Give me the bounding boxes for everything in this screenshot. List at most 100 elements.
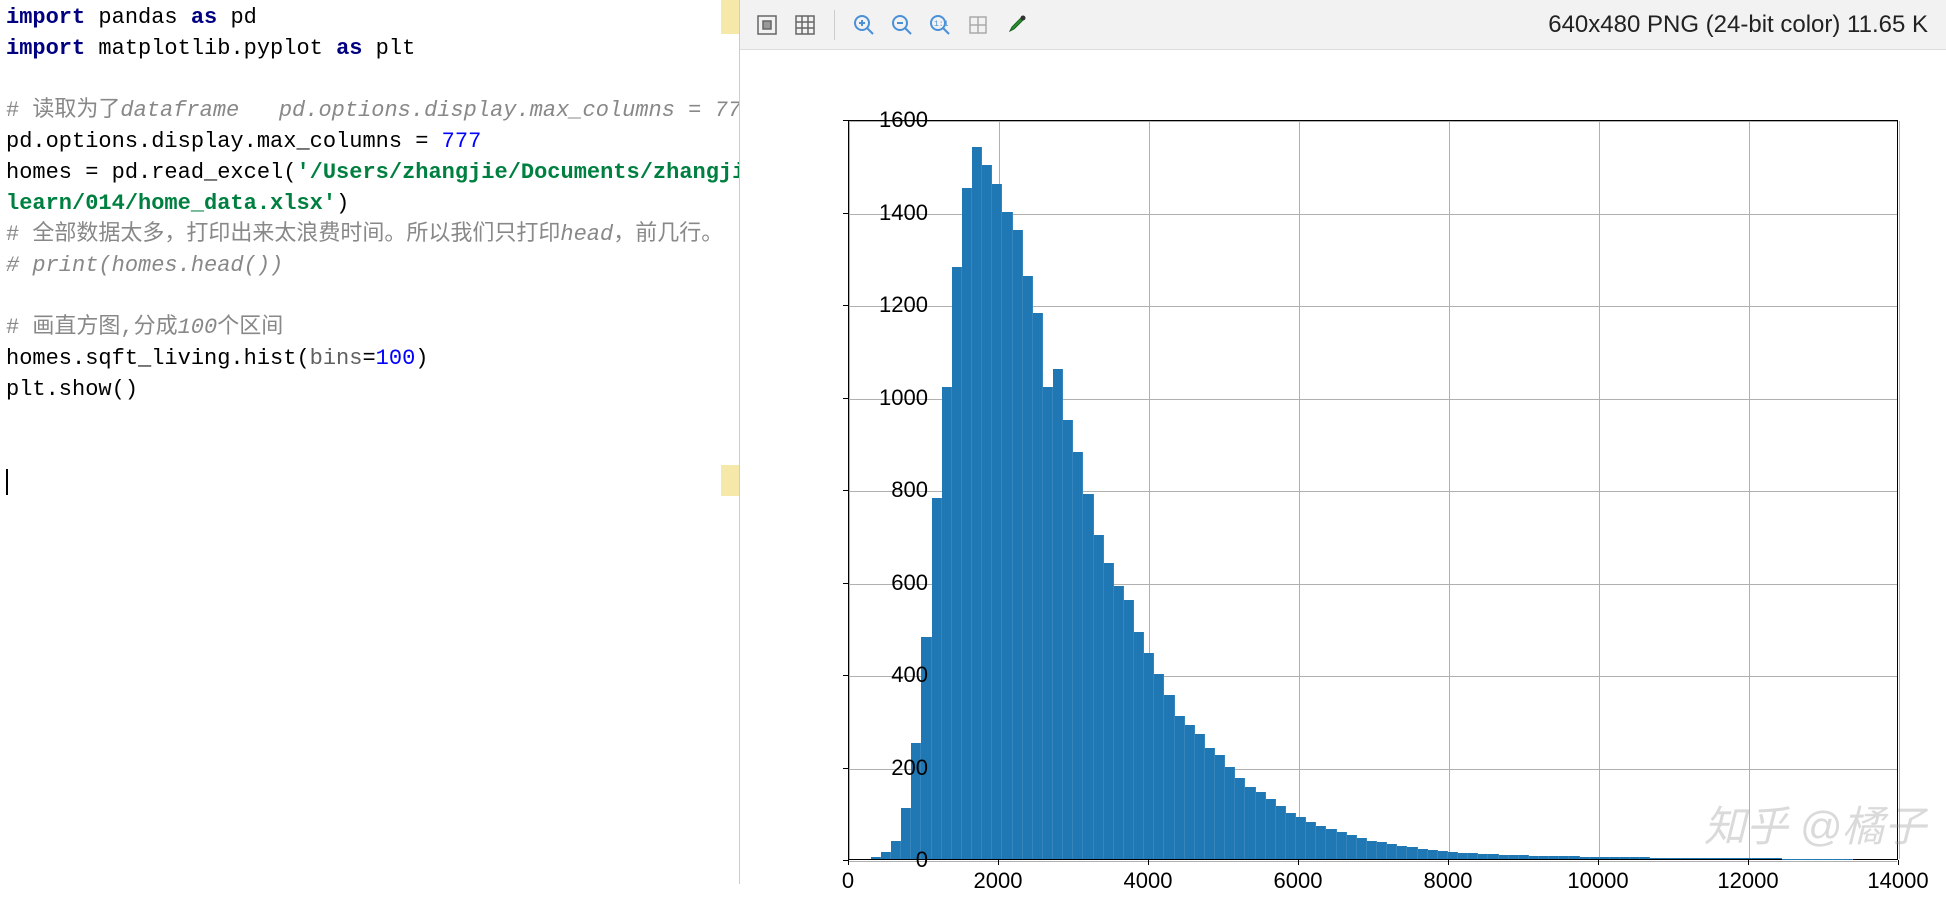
histogram-bar <box>1013 230 1023 859</box>
histogram-bar <box>1033 313 1043 859</box>
y-tick-label: 200 <box>868 755 928 781</box>
histogram-bar <box>1650 858 1660 859</box>
histogram-bar <box>1276 806 1286 859</box>
histogram-bar <box>1316 826 1326 859</box>
histogram-bar <box>1458 853 1468 859</box>
image-info-label: 640x480 PNG (24-bit color) 11.65 K <box>1548 11 1936 39</box>
code-editor-panel: import pandas as pdimport matplotlib.pyp… <box>0 0 740 884</box>
histogram-bar <box>1175 716 1185 859</box>
histogram-bar <box>1600 857 1610 859</box>
histogram-bar <box>1347 835 1357 859</box>
histogram-bar <box>1671 858 1681 859</box>
x-tick-label: 8000 <box>1424 868 1473 894</box>
histogram-bar <box>1681 858 1691 859</box>
histogram-bar <box>1225 767 1235 860</box>
histogram-bar <box>1134 632 1144 859</box>
histogram-bar <box>1337 832 1347 859</box>
histogram-bar <box>1094 535 1104 859</box>
histogram-bar <box>1124 600 1134 859</box>
histogram-bar <box>932 498 942 859</box>
histogram-bar <box>1549 856 1559 859</box>
histogram-bar <box>982 165 992 859</box>
histogram-bar <box>1539 856 1549 859</box>
y-tick-label: 600 <box>868 570 928 596</box>
x-tick-label: 14000 <box>1867 868 1928 894</box>
histogram-bar <box>962 188 972 859</box>
grid-toggle-icon[interactable] <box>961 8 995 42</box>
histogram-bar <box>1144 653 1154 859</box>
histogram-bar <box>1185 725 1195 859</box>
histogram-bar <box>1357 838 1367 859</box>
gutter-marker <box>721 0 739 34</box>
zoom-out-icon[interactable] <box>885 8 919 42</box>
gutter-marker <box>721 465 739 496</box>
y-tick-label: 1000 <box>868 385 928 411</box>
histogram-bar <box>1104 563 1114 859</box>
histogram-chart: 0200400600800100012001400160002000400060… <box>770 110 1910 900</box>
histogram-bar <box>1448 852 1458 859</box>
histogram-bar <box>992 184 1002 859</box>
y-tick-label: 1200 <box>868 292 928 318</box>
actual-size-icon[interactable] <box>788 8 822 42</box>
histogram-bar <box>1630 857 1640 859</box>
histogram-bar <box>1711 858 1721 859</box>
histogram-bar <box>1397 846 1407 859</box>
histogram-bar <box>1387 844 1397 859</box>
zoom-in-icon[interactable] <box>847 8 881 42</box>
histogram-bar <box>1306 822 1316 859</box>
code-editor[interactable]: import pandas as pdimport matplotlib.pyp… <box>0 0 739 500</box>
histogram-bar <box>1215 755 1225 859</box>
histogram-bar <box>1640 857 1650 859</box>
histogram-bar <box>1661 858 1671 859</box>
chart-axes <box>848 120 1898 860</box>
histogram-bar <box>1377 842 1387 859</box>
histogram-bar <box>1559 856 1569 859</box>
plot-panel: 1:1 640x480 PNG (24-bit color) 11.65 K 0… <box>740 0 1946 884</box>
histogram-bar <box>1326 829 1336 859</box>
histogram-bar <box>1580 857 1590 859</box>
y-tick-label: 400 <box>868 662 928 688</box>
histogram-bar <box>1569 856 1579 859</box>
x-tick-label: 6000 <box>1274 868 1323 894</box>
toolbar-separator <box>834 10 835 40</box>
x-tick-label: 10000 <box>1567 868 1628 894</box>
image-viewer-toolbar: 1:1 640x480 PNG (24-bit color) 11.65 K <box>740 0 1946 50</box>
histogram-bar <box>1691 858 1701 859</box>
zoom-reset-icon[interactable]: 1:1 <box>923 8 957 42</box>
histogram-bar <box>1164 695 1174 859</box>
histogram-bar <box>1762 858 1772 859</box>
histogram-bar <box>942 387 952 859</box>
histogram-bar <box>1083 494 1093 859</box>
histogram-bar <box>972 147 982 859</box>
fit-window-icon[interactable] <box>750 8 784 42</box>
x-tick-label: 2000 <box>974 868 1023 894</box>
histogram-bar <box>1205 748 1215 859</box>
histogram-bar <box>1407 847 1417 859</box>
histogram-bar <box>1235 778 1245 859</box>
histogram-bar <box>1731 858 1741 859</box>
histogram-bar <box>1438 851 1448 859</box>
histogram-bar <box>952 267 962 859</box>
y-tick-label: 1400 <box>868 200 928 226</box>
histogram-bar <box>1073 452 1083 859</box>
histogram-bar <box>1296 817 1306 859</box>
histogram-bar <box>1023 276 1033 859</box>
x-tick-label: 4000 <box>1124 868 1173 894</box>
histogram-bar <box>1418 849 1428 859</box>
histogram-bar <box>1701 858 1711 859</box>
color-picker-icon[interactable] <box>999 8 1033 42</box>
histogram-bar <box>1063 420 1073 859</box>
histogram-bar <box>1752 858 1762 859</box>
histogram-bar <box>1499 855 1509 859</box>
histogram-bar <box>1245 787 1255 859</box>
svg-text:1:1: 1:1 <box>934 20 949 29</box>
histogram-bar <box>1002 212 1012 860</box>
histogram-bar <box>1488 854 1498 859</box>
histogram-bar <box>1367 841 1377 860</box>
histogram-bar <box>1114 586 1124 859</box>
histogram-bar <box>1266 799 1276 859</box>
histogram-bar <box>1519 855 1529 859</box>
histogram-bar <box>1286 813 1296 859</box>
x-tick-label: 12000 <box>1717 868 1778 894</box>
y-tick-label: 800 <box>868 477 928 503</box>
